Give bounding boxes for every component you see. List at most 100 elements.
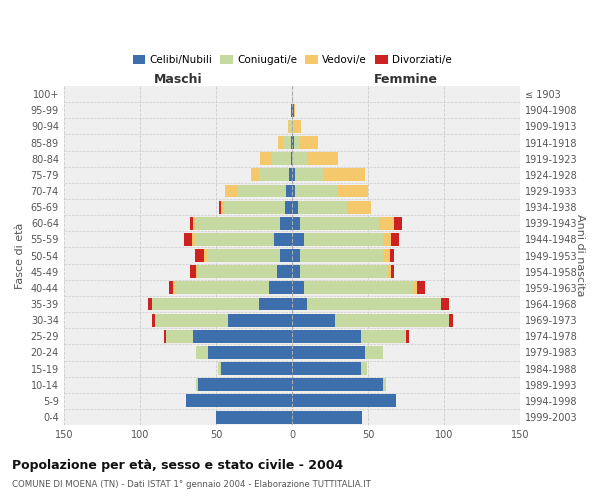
Bar (280, 217, 292, 230)
Bar (259, 298, 292, 310)
Bar (394, 217, 402, 230)
Bar (269, 282, 292, 294)
Bar (193, 330, 292, 343)
Bar (169, 282, 173, 294)
Bar (272, 152, 290, 165)
Bar (295, 168, 323, 181)
Bar (292, 330, 361, 343)
Bar (289, 120, 292, 133)
Y-axis label: Anni di nascita: Anni di nascita (575, 214, 585, 297)
Bar (293, 104, 295, 117)
Bar (216, 410, 292, 424)
Bar (292, 298, 307, 310)
Bar (292, 168, 295, 181)
Bar (300, 136, 318, 149)
Bar (221, 362, 292, 375)
Bar (292, 200, 298, 213)
Bar (219, 200, 221, 213)
Bar (338, 184, 368, 198)
Bar (379, 217, 394, 230)
Bar (414, 282, 417, 294)
Bar (292, 152, 307, 165)
Bar (335, 314, 449, 326)
Bar (292, 120, 293, 133)
Bar (280, 249, 292, 262)
Bar (278, 136, 283, 149)
Bar (290, 136, 292, 149)
Bar (191, 233, 194, 246)
Bar (293, 120, 301, 133)
Bar (449, 314, 454, 326)
Bar (225, 184, 238, 198)
Bar (208, 346, 292, 359)
Bar (365, 346, 383, 359)
Bar (292, 136, 293, 149)
Bar (193, 217, 196, 230)
Text: Maschi: Maschi (154, 73, 202, 86)
Bar (173, 282, 175, 294)
Bar (190, 266, 196, 278)
Bar (228, 314, 292, 326)
Bar (175, 282, 269, 294)
Bar (304, 233, 383, 246)
Legend: Celibi/Nubili, Coniugati/e, Vedovi/e, Divorziati/e: Celibi/Nubili, Coniugati/e, Vedovi/e, Di… (128, 50, 456, 69)
Bar (289, 168, 292, 181)
Bar (300, 266, 388, 278)
Bar (184, 233, 191, 246)
Bar (164, 330, 166, 343)
Bar (304, 282, 414, 294)
Bar (152, 314, 155, 326)
Bar (292, 378, 383, 391)
Bar (383, 378, 386, 391)
Bar (298, 200, 347, 213)
Bar (292, 233, 304, 246)
Bar (194, 233, 274, 246)
Bar (194, 249, 204, 262)
Bar (292, 394, 395, 407)
Bar (292, 266, 300, 278)
Bar (260, 152, 272, 165)
Bar (277, 266, 292, 278)
Bar (300, 217, 379, 230)
Bar (295, 184, 338, 198)
Bar (287, 120, 289, 133)
Bar (284, 200, 292, 213)
Bar (292, 282, 304, 294)
Bar (259, 168, 289, 181)
Bar (292, 217, 300, 230)
Bar (292, 184, 295, 198)
Bar (292, 104, 293, 117)
Bar (292, 314, 335, 326)
Text: Femmine: Femmine (374, 73, 438, 86)
Bar (155, 314, 228, 326)
Bar (190, 217, 193, 230)
Bar (391, 266, 394, 278)
Bar (166, 330, 193, 343)
Bar (292, 410, 362, 424)
Bar (307, 298, 441, 310)
Bar (292, 362, 361, 375)
Bar (347, 200, 371, 213)
Text: COMUNE DI MOENA (TN) - Dati ISTAT 1° gennaio 2004 - Elaborazione TUTTITALIA.IT: COMUNE DI MOENA (TN) - Dati ISTAT 1° gen… (12, 480, 371, 489)
Bar (196, 266, 198, 278)
Bar (283, 136, 290, 149)
Bar (290, 104, 292, 117)
Bar (292, 346, 365, 359)
Bar (221, 200, 224, 213)
Bar (218, 362, 221, 375)
Bar (388, 266, 391, 278)
Bar (361, 362, 367, 375)
Bar (391, 233, 398, 246)
Bar (383, 233, 391, 246)
Bar (204, 249, 207, 262)
Bar (224, 200, 284, 213)
Bar (290, 152, 292, 165)
Bar (274, 233, 292, 246)
Y-axis label: Fasce di età: Fasce di età (15, 222, 25, 289)
Bar (198, 266, 277, 278)
Bar (196, 346, 208, 359)
Bar (152, 298, 259, 310)
Bar (196, 378, 198, 391)
Bar (185, 394, 292, 407)
Bar (389, 249, 394, 262)
